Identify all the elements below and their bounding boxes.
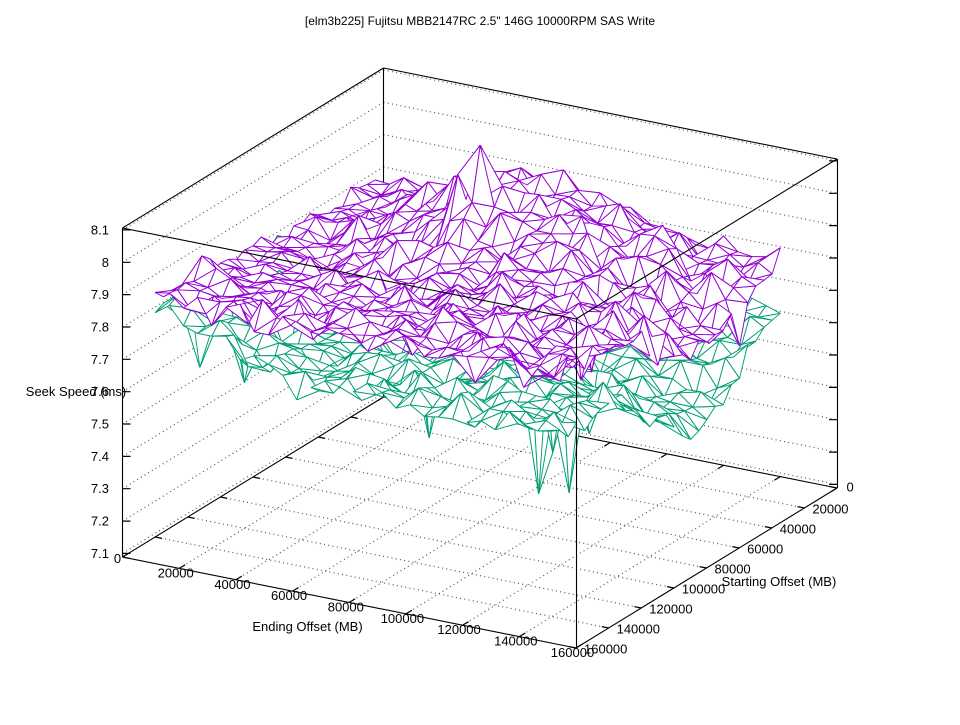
svg-text:7.1: 7.1 — [91, 546, 109, 561]
svg-text:40000: 40000 — [780, 522, 816, 537]
svg-text:140000: 140000 — [617, 622, 660, 637]
svg-text:7.5: 7.5 — [91, 417, 109, 432]
svg-text:160000: 160000 — [551, 645, 594, 660]
svg-text:100000: 100000 — [381, 611, 424, 626]
svg-text:100000: 100000 — [682, 582, 725, 597]
svg-text:7.4: 7.4 — [91, 449, 109, 464]
svg-text:[elm3b225] Fujitsu MBB2147RC 2: [elm3b225] Fujitsu MBB2147RC 2.5" 146G 1… — [305, 14, 656, 28]
svg-text:0: 0 — [847, 480, 854, 495]
svg-text:120000: 120000 — [437, 622, 480, 637]
svg-text:80000: 80000 — [715, 562, 751, 577]
svg-text:Ending Offset (MB): Ending Offset (MB) — [252, 619, 362, 634]
svg-text:8: 8 — [102, 255, 109, 270]
svg-text:7.2: 7.2 — [91, 514, 109, 529]
svg-text:Starting Offset (MB): Starting Offset (MB) — [722, 574, 837, 589]
svg-text:8.1: 8.1 — [91, 222, 109, 237]
svg-text:20000: 20000 — [812, 502, 848, 517]
svg-text:Seek Speed (ms): Seek Speed (ms) — [26, 384, 126, 399]
svg-text:60000: 60000 — [271, 588, 307, 603]
svg-text:7.6: 7.6 — [91, 384, 109, 399]
svg-text:7.3: 7.3 — [91, 481, 109, 496]
svg-text:7.7: 7.7 — [91, 352, 109, 367]
svg-text:7.8: 7.8 — [91, 320, 109, 335]
svg-text:80000: 80000 — [328, 600, 364, 615]
svg-text:40000: 40000 — [214, 577, 250, 592]
svg-text:0: 0 — [114, 551, 121, 566]
svg-text:60000: 60000 — [747, 542, 783, 557]
svg-text:7.9: 7.9 — [91, 287, 109, 302]
svg-text:140000: 140000 — [494, 634, 537, 649]
svg-text:160000: 160000 — [584, 642, 627, 657]
svg-text:20000: 20000 — [158, 565, 194, 580]
svg-text:120000: 120000 — [649, 602, 692, 617]
